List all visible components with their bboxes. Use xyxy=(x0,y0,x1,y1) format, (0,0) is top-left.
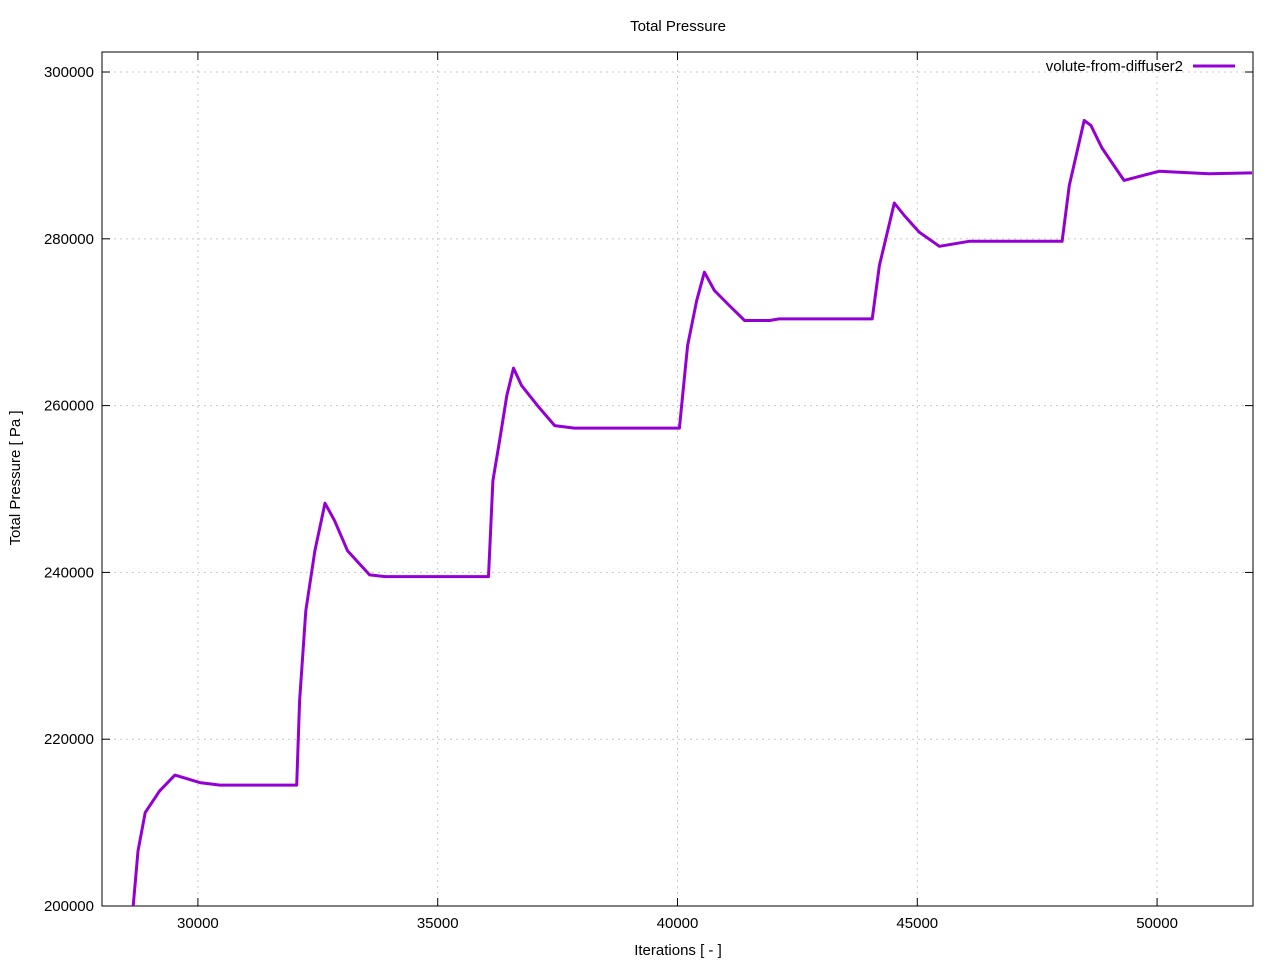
y-tick-label: 280000 xyxy=(44,231,94,248)
chart-title: Total Pressure xyxy=(630,18,726,35)
data-line xyxy=(131,118,1253,907)
y-tick-label: 200000 xyxy=(44,898,94,915)
x-tick-label: 50000 xyxy=(1136,915,1178,932)
x-tick-label: 30000 xyxy=(177,915,219,932)
y-tick-label: 300000 xyxy=(44,64,94,81)
plot-frame xyxy=(101,51,1254,907)
legend-label: volute-from-diffuser2 xyxy=(1046,58,1183,75)
x-axis-label: Iterations [ - ] xyxy=(634,942,722,959)
y-tick-label: 240000 xyxy=(44,564,94,581)
y-axis-label: Total Pressure [ Pa ] xyxy=(7,410,24,545)
y-tick-label: 220000 xyxy=(44,731,94,748)
x-tick-label: 35000 xyxy=(417,915,459,932)
y-tick-label: 260000 xyxy=(44,398,94,415)
x-tick-label: 45000 xyxy=(896,915,938,932)
x-tick-label: 40000 xyxy=(657,915,699,932)
